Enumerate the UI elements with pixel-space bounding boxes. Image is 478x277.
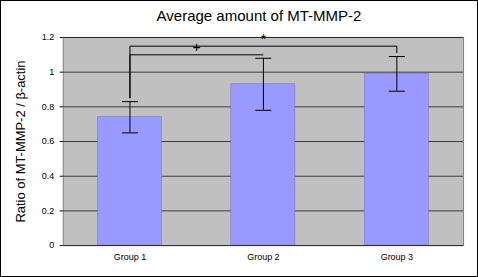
svg-text:Group 1: Group 1 xyxy=(114,252,146,262)
svg-text:0: 0 xyxy=(49,240,54,250)
svg-text:0.4: 0.4 xyxy=(42,171,54,181)
svg-text:Group 2: Group 2 xyxy=(247,252,279,262)
svg-text:0.8: 0.8 xyxy=(42,102,54,112)
svg-text:*: * xyxy=(261,31,267,47)
svg-text:+: + xyxy=(193,39,201,55)
svg-text:1.2: 1.2 xyxy=(42,32,54,42)
svg-text:Ratio of MT-MMP-2 / β-actin: Ratio of MT-MMP-2 / β-actin xyxy=(13,61,28,223)
svg-text:1: 1 xyxy=(49,67,54,77)
svg-text:0.2: 0.2 xyxy=(42,206,54,216)
svg-text:0.6: 0.6 xyxy=(42,136,54,146)
html-text:Average amount of MT-MMP-2: Average amount of MT-MMP-2 xyxy=(156,7,362,24)
svg-text:Group 3: Group 3 xyxy=(381,252,413,262)
